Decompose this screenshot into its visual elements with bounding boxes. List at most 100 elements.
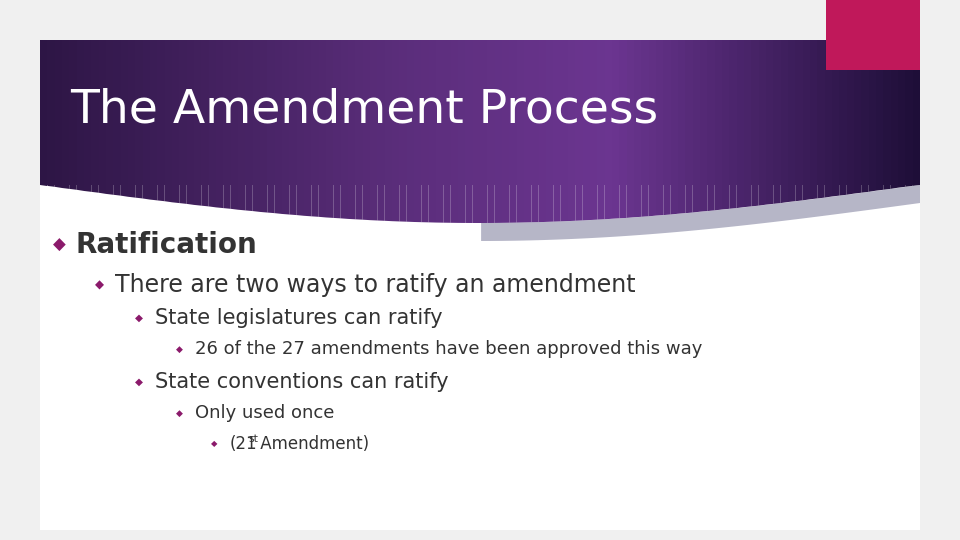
Polygon shape (224, 185, 230, 209)
Text: State conventions can ratify: State conventions can ratify (155, 372, 448, 392)
Bar (758, 40, 766, 185)
Polygon shape (825, 185, 832, 198)
Polygon shape (216, 185, 224, 208)
Text: The Amendment Process: The Amendment Process (70, 87, 659, 132)
Bar (488, 40, 494, 185)
Polygon shape (135, 185, 143, 199)
Polygon shape (246, 185, 252, 211)
Bar (246, 40, 252, 185)
Polygon shape (450, 185, 458, 223)
Bar (377, 40, 385, 185)
Polygon shape (780, 185, 788, 203)
Bar (649, 40, 656, 185)
Bar (165, 40, 172, 185)
Bar (700, 40, 708, 185)
Bar (722, 40, 730, 185)
Polygon shape (708, 185, 714, 211)
Polygon shape (590, 185, 597, 220)
Bar (47, 40, 55, 185)
Bar (627, 40, 634, 185)
Polygon shape (730, 185, 736, 209)
Bar (355, 40, 363, 185)
Polygon shape (348, 185, 355, 219)
Bar (590, 40, 597, 185)
Bar (795, 40, 803, 185)
Bar (539, 40, 546, 185)
Bar (839, 40, 847, 185)
Bar (466, 40, 472, 185)
Polygon shape (143, 185, 150, 200)
Bar (516, 40, 524, 185)
Bar (40, 40, 47, 185)
Bar (208, 40, 216, 185)
Bar (826, 0, 920, 70)
Bar (575, 40, 583, 185)
Bar (708, 40, 714, 185)
Bar (803, 40, 810, 185)
Bar (319, 40, 326, 185)
Polygon shape (766, 185, 774, 205)
Polygon shape (575, 185, 583, 221)
Polygon shape (157, 185, 165, 201)
Polygon shape (539, 185, 546, 222)
Bar (913, 40, 920, 185)
Polygon shape (854, 185, 861, 194)
Polygon shape (861, 185, 869, 193)
Text: ◆: ◆ (135, 313, 143, 323)
Bar (157, 40, 165, 185)
Polygon shape (458, 185, 466, 223)
Polygon shape (510, 185, 516, 223)
Bar (143, 40, 150, 185)
Polygon shape (678, 185, 685, 214)
Polygon shape (722, 185, 730, 210)
Polygon shape (502, 185, 510, 223)
Polygon shape (77, 185, 84, 191)
Polygon shape (774, 185, 780, 204)
Polygon shape (202, 185, 208, 206)
Polygon shape (150, 185, 157, 200)
Bar (84, 40, 91, 185)
Bar (752, 40, 758, 185)
Bar (663, 40, 671, 185)
Polygon shape (238, 185, 246, 211)
Bar (230, 40, 238, 185)
Polygon shape (436, 185, 444, 222)
Polygon shape (230, 185, 238, 210)
Polygon shape (641, 185, 649, 217)
Bar (113, 40, 121, 185)
Polygon shape (289, 185, 297, 215)
Polygon shape (913, 185, 920, 186)
Bar (348, 40, 355, 185)
Bar (656, 40, 663, 185)
Bar (472, 40, 480, 185)
Polygon shape (634, 185, 641, 217)
Polygon shape (817, 185, 825, 199)
Polygon shape (91, 185, 99, 193)
Polygon shape (744, 185, 752, 207)
Polygon shape (876, 185, 883, 191)
Polygon shape (341, 185, 348, 219)
Bar (876, 40, 883, 185)
Polygon shape (113, 185, 121, 195)
Bar (494, 40, 502, 185)
Polygon shape (488, 185, 494, 223)
Polygon shape (165, 185, 172, 202)
Text: State legislatures can ratify: State legislatures can ratify (155, 308, 443, 328)
Bar (480, 40, 488, 185)
Polygon shape (55, 185, 62, 188)
Bar (370, 40, 377, 185)
Polygon shape (275, 185, 282, 214)
Polygon shape (121, 185, 128, 197)
Bar (436, 40, 444, 185)
Text: Amendment): Amendment) (255, 435, 370, 453)
Bar (817, 40, 825, 185)
Polygon shape (84, 185, 91, 192)
Bar (568, 40, 575, 185)
Polygon shape (355, 185, 363, 220)
Polygon shape (99, 185, 106, 194)
Polygon shape (649, 185, 656, 217)
Bar (693, 40, 700, 185)
Bar (612, 40, 619, 185)
Polygon shape (444, 185, 450, 223)
Polygon shape (803, 185, 810, 200)
